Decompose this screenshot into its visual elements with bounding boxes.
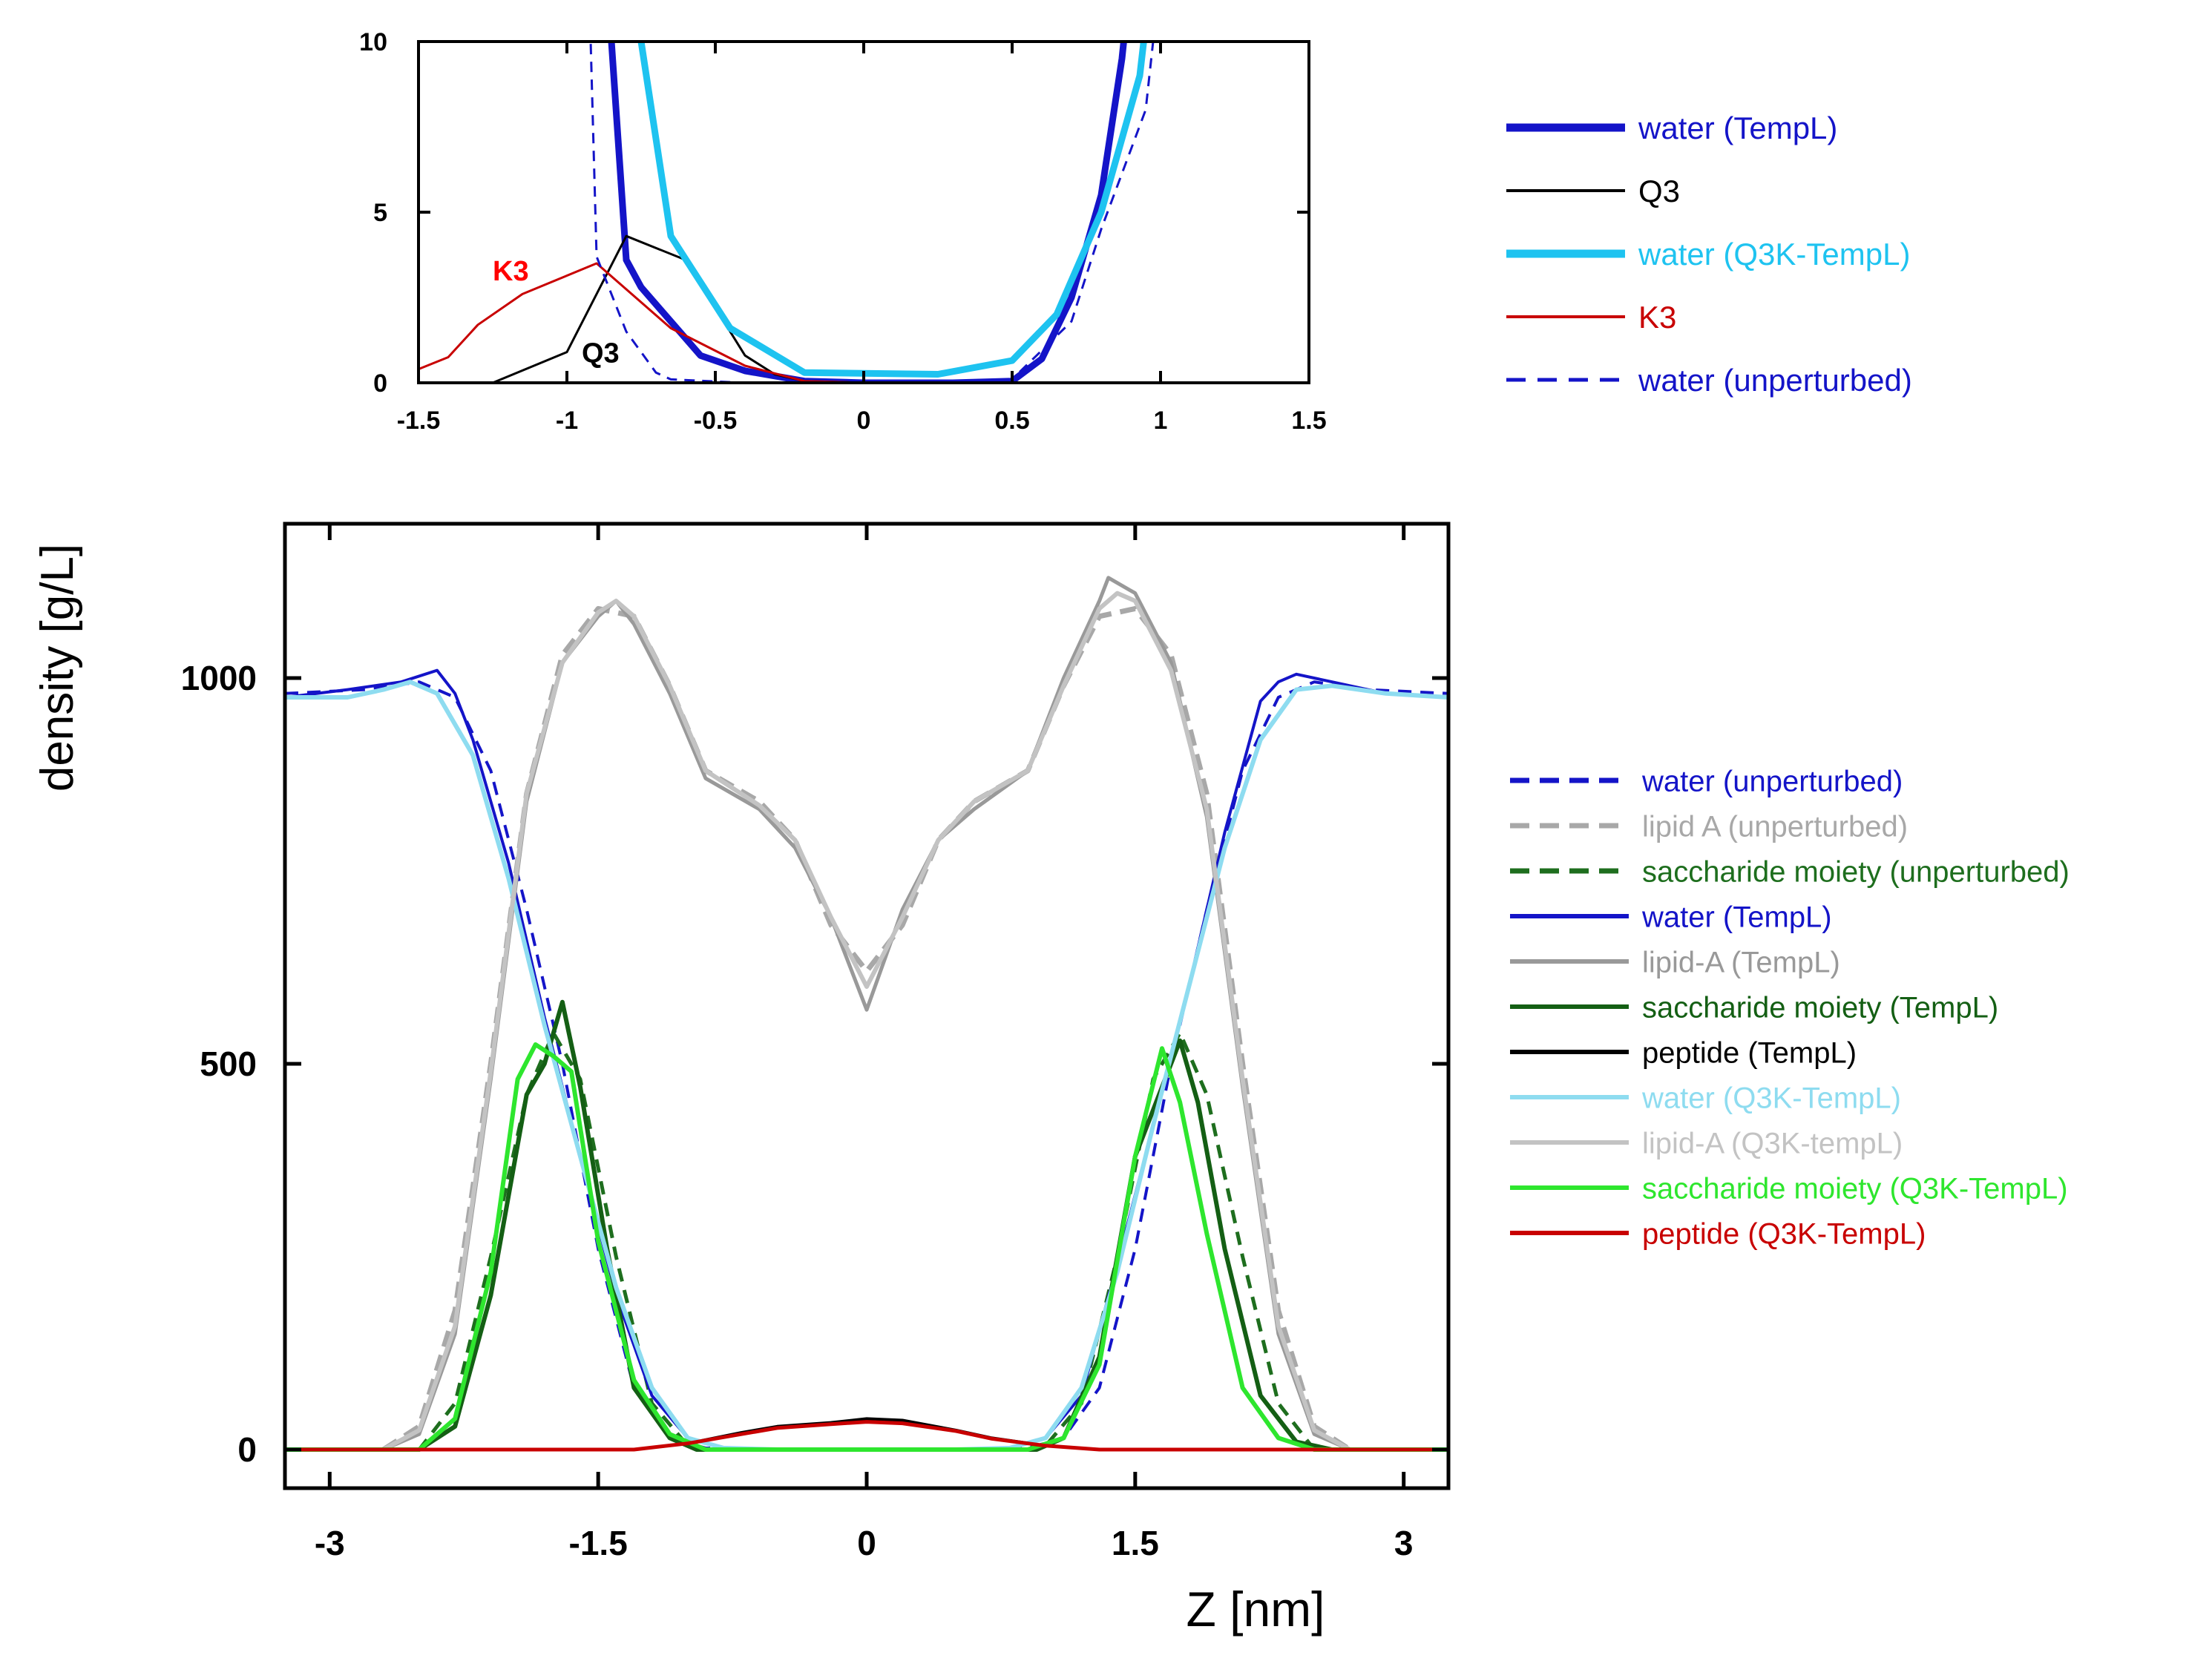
- main-ticks: -3 -1.5 0 1.5 3 0 500 1000: [181, 524, 1448, 1562]
- inset-legend-label-4: water (unperturbed): [1638, 363, 1912, 398]
- main-legend-label-2: saccharide moiety (unperturbed): [1642, 855, 2070, 888]
- inset-series-line-4: [589, 42, 1155, 383]
- main-legend-label-10: peptide (Q3K-TempL): [1642, 1217, 1926, 1250]
- main-legend-label-1: lipid A (unperturbed): [1642, 810, 1908, 843]
- inset-annotation-q3: Q3: [582, 338, 620, 369]
- inset-legend-label-3: K3: [1638, 300, 1676, 335]
- main-legend-label-7: water (Q3K-TempL): [1641, 1082, 1901, 1114]
- inset-x-tick-label: -1: [556, 407, 578, 435]
- inset-series-line-2: [637, 42, 1147, 378]
- inset-x-tick-label: 0: [857, 407, 871, 435]
- main-series-line-8: [381, 591, 1353, 1452]
- main-series-group: [285, 576, 1448, 1452]
- main-legend-label-0: water (unperturbed): [1641, 765, 1903, 797]
- main-legend-label-8: lipid-A (Q3K-tempL): [1642, 1127, 1903, 1160]
- inset-x-tick-label: -0.5: [694, 407, 738, 435]
- inset-legend-label-0: water (TempL): [1638, 111, 1837, 145]
- main-legend-label-6: peptide (TempL): [1642, 1036, 1857, 1069]
- main-chart: -3 -1.5 0 1.5 3 0 500 1000 density [g/L] Z [nm]: [32, 522, 1451, 1637]
- y-axis-label: density [g/L]: [32, 544, 83, 792]
- inset-chart: -1.5 -1 -0.5 0 0.5 1 1.5 0 5 10 K3 Q3: [359, 28, 1326, 435]
- inset-legend: water (TempL) Q3 water (Q3K-TempL) K3 water …: [1506, 111, 1912, 398]
- inset-annotation-k3: K3: [493, 256, 529, 287]
- main-series-line-10: [285, 1420, 1448, 1452]
- inset-annotations: K3 Q3: [493, 256, 620, 369]
- inset-legend-label-2: water (Q3K-TempL): [1638, 237, 1910, 272]
- inset-ticks: -1.5 -1 -0.5 0 0.5 1 1.5 0 5 10: [359, 28, 1326, 435]
- main-x-tick-label: 0: [857, 1524, 876, 1562]
- inset-y-tick-label: 10: [359, 28, 387, 56]
- inset-y-tick-label: 0: [373, 369, 387, 398]
- main-series-line-2: [285, 1030, 1448, 1452]
- main-legend-label-9: saccharide moiety (Q3K-TempL): [1642, 1172, 2068, 1205]
- main-x-tick-label: -3: [315, 1524, 345, 1562]
- main-series-line-0: [285, 680, 1448, 1451]
- main-x-tick-label: 3: [1394, 1524, 1414, 1562]
- main-series-line-9: [285, 1042, 1448, 1452]
- main-legend-label-3: water (TempL): [1641, 901, 1832, 933]
- main-x-tick-label: -1.5: [569, 1524, 628, 1562]
- main-y-tick-label: 500: [200, 1045, 257, 1083]
- main-legend: water (unperturbed) lipid A (unperturbed)…: [1510, 765, 2070, 1250]
- inset-x-tick-label: 1: [1154, 407, 1168, 435]
- main-legend-label-5: saccharide moiety (TempL): [1642, 991, 1998, 1024]
- x-axis-label: Z [nm]: [1186, 1582, 1325, 1637]
- inset-x-tick-label: 1.5: [1291, 407, 1326, 435]
- inset-x-tick-label: 0.5: [994, 407, 1029, 435]
- inset-x-tick-label: -1.5: [397, 407, 441, 435]
- inset-y-tick-label: 5: [373, 199, 387, 227]
- main-legend-label-4: lipid-A (TempL): [1642, 946, 1840, 978]
- main-y-tick-label: 1000: [181, 659, 257, 697]
- inset-legend-label-1: Q3: [1638, 174, 1680, 208]
- main-y-tick-label: 0: [237, 1430, 257, 1469]
- main-x-tick-label: 1.5: [1112, 1524, 1159, 1562]
